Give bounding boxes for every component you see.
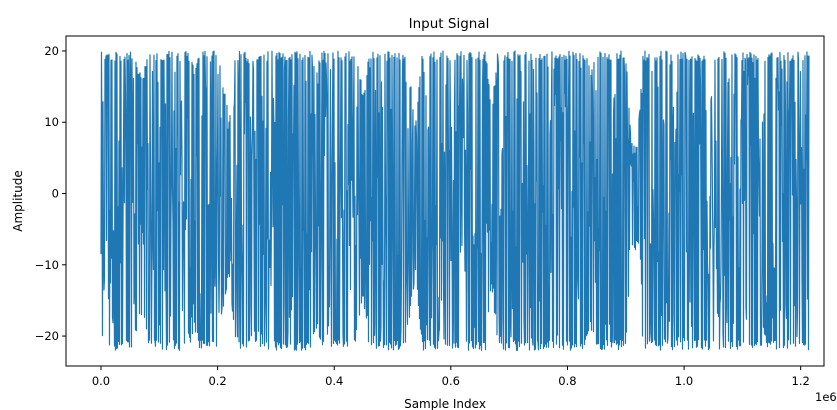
x-axis-label: Sample Index [404,397,486,410]
x-tick-label: 0.2 [208,374,226,388]
y-axis-label: Amplitude [11,170,25,232]
y-tick-label: −10 [35,258,59,272]
x-axis: 0.0 0.2 0.4 0.6 0.8 1.0 1.2 [92,366,810,388]
x-offset-text: 1e6 [815,390,837,404]
x-tick-label: 0.0 [92,374,110,388]
x-tick-label: 0.4 [325,374,343,388]
x-tick-label: 1.0 [675,374,693,388]
series-layer [100,50,810,351]
signal-series-line [100,50,810,351]
y-tick-label: 10 [44,115,59,129]
plot-frame [65,35,825,367]
y-tick-label: −20 [35,329,59,343]
chart-title: Input Signal [409,16,490,32]
y-tick-label: 20 [44,44,59,58]
x-tick-label: 0.6 [442,374,460,388]
x-tick-label: 1.2 [792,374,810,388]
x-tick-label: 0.8 [558,374,576,388]
y-axis: 20 10 0 −10 −20 [35,44,66,343]
y-tick-label: 0 [52,187,59,201]
